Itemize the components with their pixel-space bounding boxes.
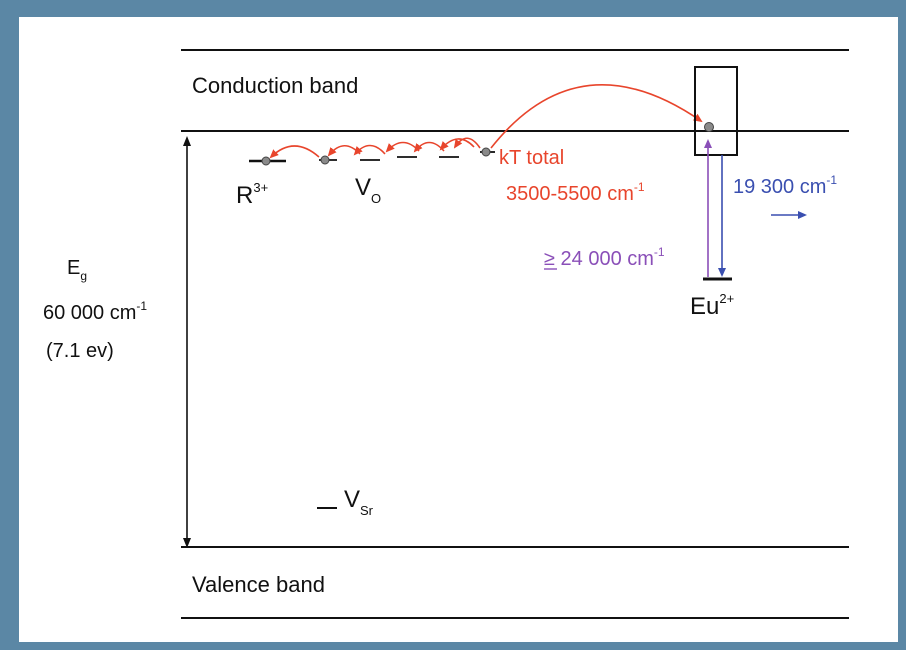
hop-arrow-7 <box>453 137 481 149</box>
electron-vo <box>320 155 330 165</box>
eu-excited-state-box <box>694 66 738 156</box>
eu-label: Eu2+ <box>690 291 734 320</box>
hop-arrow-4 <box>385 141 420 153</box>
hop-arrow-1 <box>269 145 320 159</box>
band-gap-ev: (7.1 ev) <box>46 340 114 362</box>
trap-vo-label: VO <box>355 174 381 206</box>
band-gap-energy: 60 000 cm-1 <box>43 299 147 324</box>
electron-r3 <box>261 156 271 166</box>
transfer-arrow <box>490 84 703 149</box>
band-gap-symbol: Eg <box>67 257 87 283</box>
trap-vsr-label: VSr <box>344 486 374 518</box>
kt-range-label: 3500-5500 cm-1 <box>506 180 645 205</box>
energy-level-diagram: Conduction band Valence band Eg 60 000 c… <box>43 49 849 619</box>
electron-eu-excited <box>704 122 714 132</box>
trap-r3-label: R3+ <box>236 180 268 209</box>
hop-arrow-3 <box>353 144 386 156</box>
conduction-band-label: Conduction band <box>192 73 358 98</box>
hopping-arrows <box>269 84 703 159</box>
diagram-frame: Conduction band Valence band Eg 60 000 c… <box>19 17 898 642</box>
hop-arrow-5 <box>413 141 445 153</box>
kt-total-label: kT total <box>499 147 564 169</box>
emission-label: 19 300 cm-1 <box>733 173 837 198</box>
valence-band-label: Valence band <box>192 572 325 597</box>
electron-vo-shallow <box>481 147 491 157</box>
excitation-label: ≥ 24 000 cm-1 <box>544 245 665 270</box>
